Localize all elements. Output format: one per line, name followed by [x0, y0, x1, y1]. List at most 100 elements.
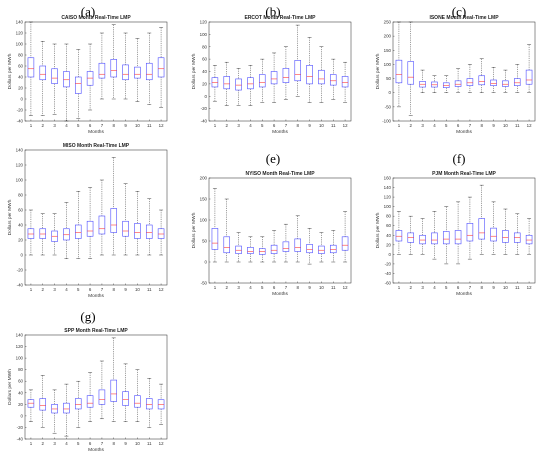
- box-iqr: [247, 77, 254, 90]
- y-tick-label: -20: [385, 261, 392, 266]
- x-tick-label: 9: [124, 287, 127, 292]
- box-iqr: [341, 236, 349, 251]
- y-tick-label: 20: [202, 81, 207, 86]
- y-tick-label: -40: [17, 283, 24, 288]
- y-tick-label: 160: [384, 176, 392, 181]
- panel-letter: (g): [80, 309, 95, 324]
- box-month-2: [407, 215, 415, 255]
- y-tick-label: 140: [16, 20, 24, 25]
- box-iqr: [490, 227, 497, 242]
- box-month-10: [134, 191, 141, 256]
- box-iqr: [329, 244, 337, 254]
- box-month-9: [122, 183, 129, 256]
- x-tick-label: 11: [515, 285, 520, 290]
- box-month-11: [329, 58, 337, 100]
- x-axis-label: Months: [456, 291, 472, 297]
- box-month-2: [39, 375, 47, 428]
- y-tick-label: 80: [18, 193, 23, 198]
- x-tick-label: 7: [285, 123, 288, 128]
- box-iqr: [86, 395, 94, 408]
- y-axis-label: Dollars per MWh: [375, 53, 381, 89]
- box-month-8: [110, 24, 118, 100]
- box-iqr: [329, 74, 337, 86]
- y-tick-label: 60: [18, 64, 23, 69]
- y-tick-label: 140: [16, 333, 24, 338]
- box-iqr: [86, 220, 94, 237]
- x-tick-label: 10: [135, 123, 140, 128]
- y-tick-label: 250: [384, 20, 392, 25]
- x-tick-label: 10: [319, 285, 324, 290]
- box-iqr: [513, 78, 521, 86]
- box-month-7: [466, 64, 474, 93]
- y-tick-label: 20: [386, 242, 391, 247]
- chart-title: ISONE Month Real-Time LMP: [429, 15, 499, 21]
- y-tick-label: 0: [205, 94, 208, 99]
- box-iqr: [39, 398, 47, 411]
- x-tick-label: 12: [159, 441, 164, 446]
- box-iqr: [145, 398, 153, 410]
- x-tick-label: 6: [89, 287, 92, 292]
- box-iqr: [110, 59, 118, 78]
- box-month-2: [39, 213, 47, 256]
- y-tick-label: -50: [385, 104, 392, 109]
- box-iqr: [270, 71, 278, 85]
- y-tick-label: -20: [17, 108, 24, 113]
- box-iqr: [74, 224, 82, 239]
- box-iqr: [442, 82, 450, 88]
- x-tick-label: 8: [481, 123, 484, 128]
- chart-title: ERCOT Month Real-Time LMP: [244, 15, 316, 21]
- panel-letter: (f): [453, 151, 466, 166]
- y-tick-label: 80: [202, 44, 207, 49]
- y-tick-label: 40: [18, 223, 23, 228]
- box-iqr: [341, 76, 349, 88]
- chart-panel-1: (a)CAISO Month Real-Time LMP -40 -20 0 20 40 6…: [7, 4, 168, 135]
- chart-panel-2: (b)ERCOT Month Real-Time LMP -40 -20 0 20 40 6…: [191, 4, 352, 135]
- box-month-9: [122, 32, 129, 100]
- box-month-5: [74, 381, 82, 428]
- y-tick-label: -20: [201, 106, 208, 111]
- x-tick-label: 11: [331, 285, 336, 290]
- x-tick-label: 4: [249, 123, 252, 128]
- box-iqr: [502, 230, 509, 243]
- chart-panel-5: (e) NYISO Month Real-Time LMP -50 0 50 100 150…: [191, 151, 352, 297]
- panel-letter: (a): [81, 4, 95, 19]
- box-iqr: [306, 65, 313, 85]
- box-month-12: [157, 209, 165, 256]
- x-tick-label: 10: [503, 123, 508, 128]
- box-month-11: [329, 230, 337, 263]
- x-tick-label: 2: [42, 287, 45, 292]
- box-iqr: [27, 57, 35, 78]
- y-tick-label: -60: [385, 281, 392, 286]
- plot-area: [208, 21, 352, 122]
- y-tick-label: 100: [384, 62, 392, 67]
- y-tick-label: 50: [386, 76, 391, 81]
- box-month-10: [502, 69, 509, 93]
- box-month-2: [223, 198, 231, 263]
- box-iqr: [258, 74, 266, 88]
- box-iqr: [235, 78, 242, 91]
- box-month-7: [282, 223, 290, 263]
- box-iqr: [39, 228, 47, 239]
- chart-title: PJM Month Real-Time LMP: [432, 171, 496, 177]
- chart-panel-4: (d)MISO Month Real-Time LMP-40-200204060…: [7, 143, 168, 299]
- x-tick-label: 7: [469, 123, 472, 128]
- box-month-5: [74, 191, 82, 259]
- x-tick-label: 3: [421, 123, 424, 128]
- box-month-12: [157, 383, 165, 425]
- y-tick-label: 120: [384, 195, 392, 200]
- box-month-12: [525, 218, 533, 255]
- y-tick-label: 100: [16, 178, 24, 183]
- box-iqr: [442, 231, 450, 245]
- box-month-10: [502, 208, 509, 255]
- box-month-8: [294, 215, 302, 263]
- chart-title: CAISO Month Real-Time LMP: [61, 15, 131, 21]
- box-month-12: [341, 211, 349, 263]
- x-tick-label: 9: [308, 285, 311, 290]
- box-iqr: [98, 389, 106, 405]
- box-iqr: [110, 208, 118, 233]
- y-tick-label: 0: [389, 90, 392, 95]
- x-tick-label: 2: [42, 441, 45, 446]
- x-tick-label: 3: [53, 287, 56, 292]
- box-month-3: [51, 213, 58, 256]
